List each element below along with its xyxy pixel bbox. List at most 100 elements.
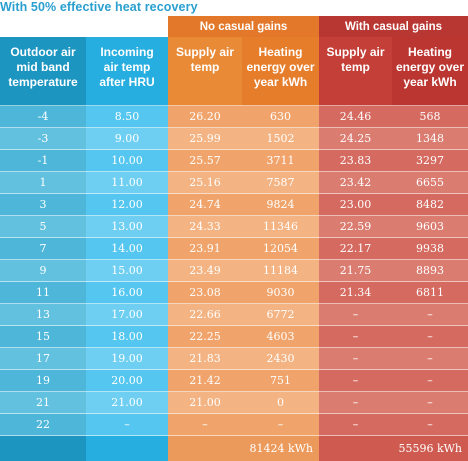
group-header-row: No casual gains With casual gains bbox=[0, 16, 468, 37]
supply-temp-no-gains-cell: 23.08 bbox=[168, 282, 242, 304]
column-header-line: Heating bbox=[242, 45, 319, 60]
supply-temp-no-gains-cell: 25.57 bbox=[168, 150, 242, 172]
supply-temp-no-gains-cell: 24.74 bbox=[168, 194, 242, 216]
supply-temp-with-gains-cell: 24.46 bbox=[319, 106, 392, 128]
supply-temp-no-gains-cell: 21.42 bbox=[168, 370, 242, 392]
heating-no-gains-cell: 7587 bbox=[242, 172, 319, 194]
group-header-with-casual-gains: With casual gains bbox=[319, 16, 468, 37]
group-header-blank bbox=[0, 16, 168, 37]
supply-temp-with-gains-cell: 22.59 bbox=[319, 216, 392, 238]
supply-temp-with-gains-cell: – bbox=[319, 392, 392, 414]
outdoor-temp-cell: 19 bbox=[0, 370, 86, 392]
column-header-line: energy over bbox=[392, 60, 468, 75]
total-cell-blank bbox=[319, 436, 392, 461]
incoming-temp-cell: 16.00 bbox=[86, 282, 168, 304]
incoming-temp-cell: 12.00 bbox=[86, 194, 168, 216]
supply-temp-with-gains-cell: 23.42 bbox=[319, 172, 392, 194]
outdoor-temp-cell: 9 bbox=[0, 260, 86, 282]
heating-no-gains-cell: 9824 bbox=[242, 194, 319, 216]
heating-no-gains-cell: – bbox=[242, 414, 319, 436]
supply-temp-with-gains-cell: – bbox=[319, 370, 392, 392]
incoming-temp-cell: – bbox=[86, 414, 168, 436]
supply-temp-no-gains-cell: 25.99 bbox=[168, 128, 242, 150]
totals-row: 81424 kWh 55596 kWh bbox=[0, 436, 468, 461]
outdoor-temp-cell: 7 bbox=[0, 238, 86, 260]
column-header-line: temp bbox=[168, 60, 242, 75]
heating-no-gains-cell: 11184 bbox=[242, 260, 319, 282]
heating-no-gains-cell: 3711 bbox=[242, 150, 319, 172]
supply-temp-no-gains-cell: 26.20 bbox=[168, 106, 242, 128]
heating-with-gains-cell: – bbox=[392, 348, 468, 370]
column-header-line: Outdoor air bbox=[0, 45, 86, 60]
outdoor-temp-cell: 21 bbox=[0, 392, 86, 414]
supply-temp-with-gains-cell: 21.34 bbox=[319, 282, 392, 304]
column-header-line: year kWh bbox=[242, 75, 319, 90]
supply-temp-with-gains-cell: 23.00 bbox=[319, 194, 392, 216]
incoming-temp-cell: 18.00 bbox=[86, 326, 168, 348]
supply-temp-with-gains-cell: – bbox=[319, 304, 392, 326]
heating-with-gains-cell: – bbox=[392, 414, 468, 436]
supply-temp-no-gains-cell: 24.33 bbox=[168, 216, 242, 238]
heating-with-gains-cell: 6811 bbox=[392, 282, 468, 304]
heating-with-gains-cell: – bbox=[392, 304, 468, 326]
outdoor-temp-cell: 1 bbox=[0, 172, 86, 194]
heating-no-gains-cell: 11346 bbox=[242, 216, 319, 238]
total-heating-with-gains: 55596 kWh bbox=[392, 436, 468, 461]
outdoor-temp-cell: -3 bbox=[0, 128, 86, 150]
incoming-temp-cell: 10.00 bbox=[86, 150, 168, 172]
supply-temp-with-gains-cell: – bbox=[319, 326, 392, 348]
outdoor-temp-cell: 22 bbox=[0, 414, 86, 436]
heating-with-gains-cell: 1348 bbox=[392, 128, 468, 150]
heating-no-gains-cell: 9030 bbox=[242, 282, 319, 304]
supply-temp-no-gains-cell: 21.00 bbox=[168, 392, 242, 414]
heat-recovery-table: No casual gains With casual gains Outdoo… bbox=[0, 16, 468, 461]
group-header-no-casual-gains: No casual gains bbox=[168, 16, 319, 37]
column-header-line: air temp bbox=[86, 60, 168, 75]
supply-temp-with-gains-cell: – bbox=[319, 414, 392, 436]
heating-with-gains-cell: 6655 bbox=[392, 172, 468, 194]
incoming-temp-cell: 20.00 bbox=[86, 370, 168, 392]
heating-no-gains-cell: 751 bbox=[242, 370, 319, 392]
incoming-temp-cell: 9.00 bbox=[86, 128, 168, 150]
column-header-line: temp bbox=[319, 60, 392, 75]
supply-temp-with-gains-cell: 24.25 bbox=[319, 128, 392, 150]
table-caption: With 50% effective heat recovery bbox=[0, 0, 198, 16]
incoming-temp-cell: 15.00 bbox=[86, 260, 168, 282]
total-cell-blank bbox=[168, 436, 242, 461]
outdoor-temp-cell: 17 bbox=[0, 348, 86, 370]
incoming-temp-cell: 11.00 bbox=[86, 172, 168, 194]
supply-temp-with-gains-cell: 23.83 bbox=[319, 150, 392, 172]
outdoor-temp-cell: 13 bbox=[0, 304, 86, 326]
supply-temp-no-gains-cell: – bbox=[168, 414, 242, 436]
outdoor-temp-cell: 11 bbox=[0, 282, 86, 304]
heating-no-gains-cell: 1502 bbox=[242, 128, 319, 150]
column-header-line: Supply air bbox=[168, 45, 242, 60]
outdoor-temp-cell: 15 bbox=[0, 326, 86, 348]
column-header-line: Incoming bbox=[86, 45, 168, 60]
outdoor-temp-cell: -1 bbox=[0, 150, 86, 172]
outdoor-temp-cell: 3 bbox=[0, 194, 86, 216]
heating-with-gains-cell: 3297 bbox=[392, 150, 468, 172]
column-header-line: Supply air bbox=[319, 45, 392, 60]
heating-with-gains-cell: 8893 bbox=[392, 260, 468, 282]
outdoor-temp-cell: 5 bbox=[0, 216, 86, 238]
incoming-temp-cell: 21.00 bbox=[86, 392, 168, 414]
heating-with-gains-cell: 9938 bbox=[392, 238, 468, 260]
total-cell-blank bbox=[0, 436, 86, 461]
